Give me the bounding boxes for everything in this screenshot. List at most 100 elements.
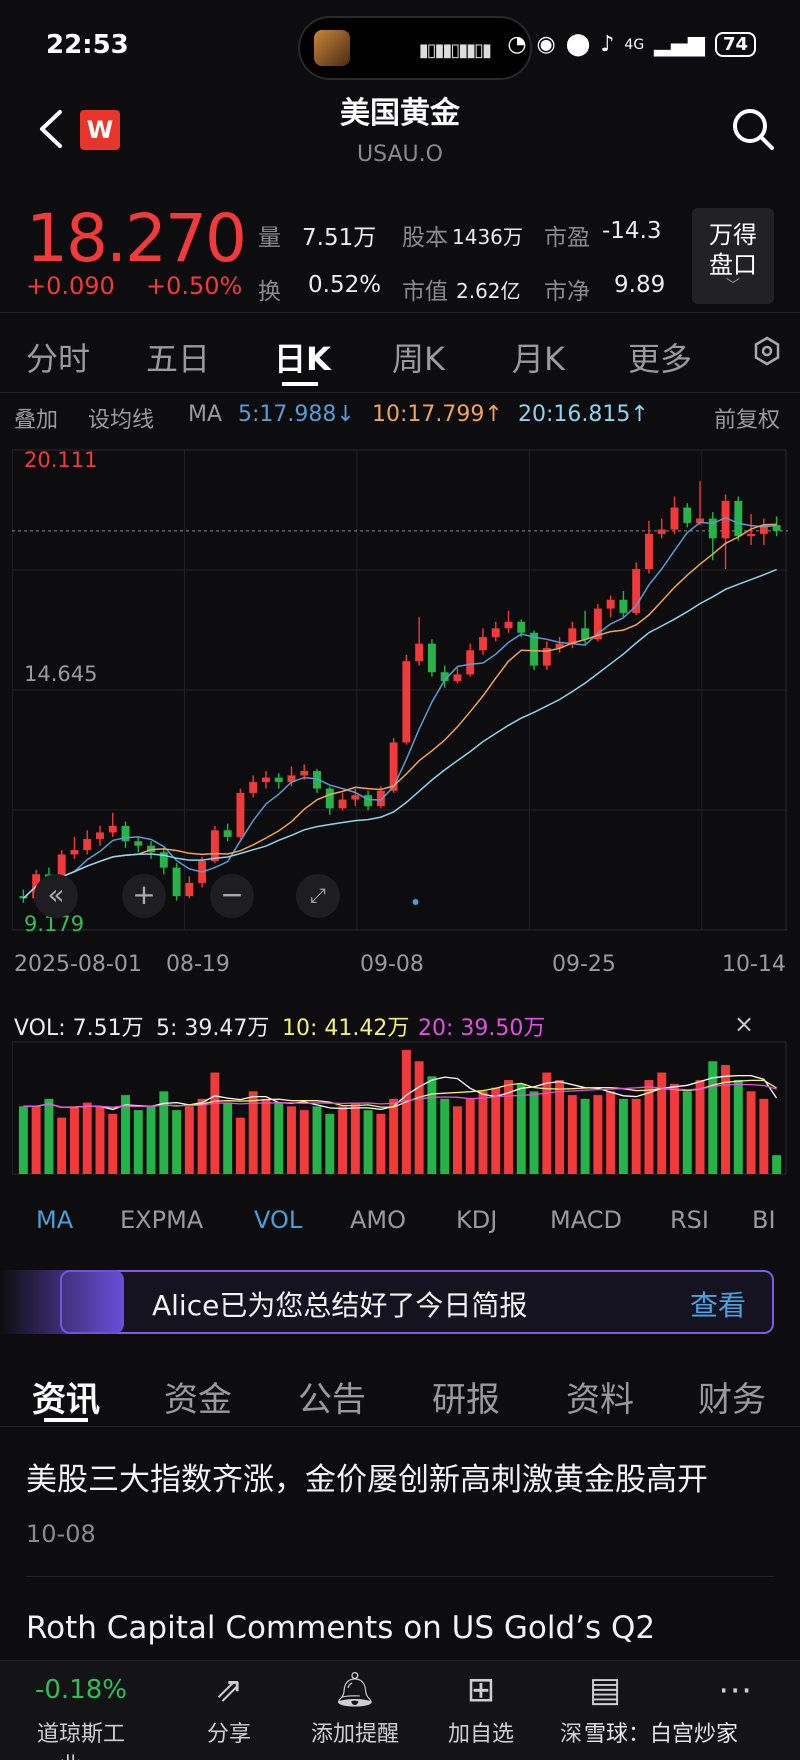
kline-chart[interactable]: [12, 440, 788, 940]
candle-body: [466, 650, 475, 675]
ticker-symbol: USAU.O: [357, 142, 443, 167]
volume-label: 量: [258, 225, 281, 251]
search-icon[interactable]: [730, 106, 776, 152]
volume-bar: [491, 1087, 501, 1174]
zoom-in-icon[interactable]: +: [122, 874, 166, 918]
volume-bar: [618, 1098, 628, 1174]
volume-chart[interactable]: [12, 1040, 788, 1176]
tab-daily-k[interactable]: 日K: [274, 340, 331, 378]
banner-view-link[interactable]: 查看: [690, 1289, 747, 1322]
candle-body: [479, 637, 487, 651]
adjust-mode[interactable]: 前复权: [714, 408, 781, 433]
tab-research[interactable]: 研报: [432, 1380, 500, 1420]
ai-briefing-banner[interactable]: [60, 1270, 774, 1334]
audio-wave-icon: ▮▯▮▮▯▮▮▯▮: [418, 40, 492, 61]
tab-financials[interactable]: 财务: [698, 1380, 766, 1420]
fullscreen-icon[interactable]: ⤢: [296, 874, 340, 918]
volume-bar: [197, 1098, 207, 1174]
divider: [0, 1426, 800, 1427]
volume-bar: [389, 1098, 399, 1174]
plus-box-icon: ⊞: [466, 1670, 496, 1710]
volume-bar: [516, 1083, 526, 1174]
index-ticker[interactable]: -0.18% 道琼斯工业...: [16, 1668, 146, 1760]
tab-more[interactable]: 更多: [628, 340, 693, 378]
indicator-macd[interactable]: MACD: [550, 1206, 622, 1234]
candle-body: [300, 771, 309, 776]
volume-bar: [184, 1106, 194, 1174]
back-icon[interactable]: [36, 108, 66, 150]
tab-news[interactable]: 资讯: [32, 1380, 100, 1420]
candle-body: [325, 788, 334, 809]
volume-bar: [657, 1072, 667, 1174]
indicator-rsi[interactable]: RSI: [670, 1206, 709, 1234]
volume-bar: [261, 1098, 271, 1174]
bottom-toolbar: [0, 1660, 800, 1760]
tab-monthly-k[interactable]: 月K: [512, 340, 565, 378]
indicator-ma[interactable]: MA: [36, 1206, 74, 1234]
candle-body: [772, 525, 781, 531]
indicator-vol[interactable]: VOL: [254, 1206, 303, 1234]
market-cap-value: 2.62亿: [456, 279, 521, 303]
volume-bar: [82, 1102, 92, 1174]
vol-ma10: 10: 41.42万: [282, 1016, 410, 1041]
tab-profile[interactable]: 资料: [566, 1380, 634, 1420]
volume-bar: [682, 1091, 692, 1174]
volume-bar: [95, 1106, 105, 1174]
indicator-bi[interactable]: BI: [752, 1206, 776, 1234]
volume-bar: [57, 1117, 67, 1174]
overlay-button[interactable]: 叠加: [14, 408, 59, 433]
candle-body: [670, 507, 679, 530]
news-item-title[interactable]: Roth Capital Comments on US Gold’s Q2: [26, 1610, 656, 1646]
scroll-left-icon[interactable]: «: [34, 874, 78, 918]
candle-body: [759, 525, 768, 534]
close-icon[interactable]: ×: [734, 1010, 755, 1038]
wande-label-2: 盘口: [709, 251, 757, 279]
set-ma-button[interactable]: 设均线: [88, 408, 155, 433]
candle-body: [453, 674, 462, 681]
candle-body: [185, 882, 194, 897]
tab-announcements[interactable]: 公告: [298, 1380, 366, 1420]
candle-body: [108, 825, 117, 833]
volume-bar: [465, 1098, 475, 1174]
candle-body: [734, 500, 743, 537]
tab-intraday[interactable]: 分时: [26, 340, 91, 378]
deep-analysis-button[interactable]: ▤ 深: [540, 1668, 670, 1748]
more-icon: ⋯: [718, 1670, 752, 1710]
dynamic-island[interactable]: ▮▯▮▮▯▮▮▯▮: [298, 16, 532, 80]
more-button[interactable]: ⋯: [670, 1668, 800, 1712]
candle-body: [504, 621, 513, 629]
network-label: 4G: [624, 36, 645, 53]
watermark: 雪球：白宫炒家: [584, 1722, 739, 1747]
candle-body: [632, 569, 641, 613]
indicator-expma[interactable]: EXPMA: [120, 1206, 204, 1234]
candle-body: [236, 792, 245, 837]
volume-bar: [555, 1080, 565, 1174]
news-item-title[interactable]: 美股三大指数齐涨，金价屡创新高刺激黄金股高开: [26, 1462, 708, 1498]
price-high-label: 20.111: [24, 448, 98, 472]
vol-ma20-line: [23, 1083, 777, 1108]
news-tab-indicator: [44, 1418, 88, 1422]
share-button[interactable]: ⇗ 分享: [164, 1668, 294, 1748]
pe-value: -14.3: [602, 218, 662, 244]
volume-bar: [31, 1106, 41, 1174]
volume-bar: [121, 1095, 130, 1174]
candle-body: [364, 795, 373, 807]
tab-weekly-k[interactable]: 周K: [392, 340, 445, 378]
wind-logo[interactable]: W: [80, 110, 120, 150]
add-alert-button[interactable]: 🔔︎ 添加提醒: [290, 1668, 420, 1748]
add-watchlist-button[interactable]: ⊞ 加自选: [416, 1668, 546, 1748]
indicator-kdj[interactable]: KDJ: [456, 1206, 498, 1234]
candle-body: [83, 839, 92, 851]
candle-body: [427, 643, 436, 673]
ma20-line: [22, 568, 777, 899]
vol-label: VOL: 7.51万: [14, 1016, 144, 1041]
settings-icon[interactable]: [752, 336, 782, 366]
zoom-out-icon[interactable]: −: [210, 874, 254, 918]
tab-five-day[interactable]: 五日: [146, 340, 211, 378]
wande-label-1: 万得: [709, 221, 757, 249]
candle-body: [402, 661, 411, 743]
indicator-amo[interactable]: AMO: [350, 1206, 407, 1234]
tab-funds[interactable]: 资金: [164, 1380, 232, 1420]
candle-body: [644, 533, 653, 570]
wande-orderbook-button[interactable]: 万得 盘口 ﹀: [692, 208, 774, 304]
